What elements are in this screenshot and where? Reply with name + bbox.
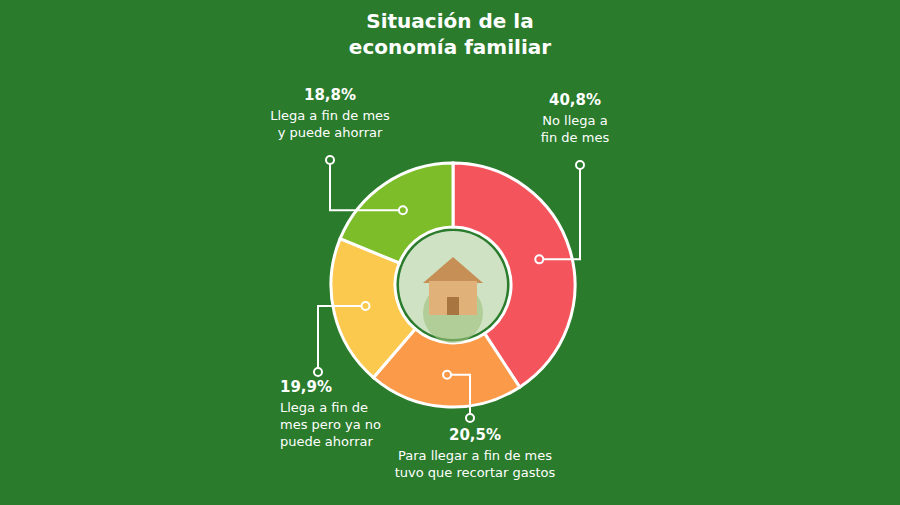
svg-text:18,8%: 18,8%: [304, 86, 356, 104]
svg-text:40,8%: 40,8%: [549, 91, 601, 109]
svg-text:tuvo que recortar gastos: tuvo que recortar gastos: [395, 465, 556, 480]
svg-text:puede ahorrar: puede ahorrar: [280, 434, 373, 449]
svg-text:economía familiar: economía familiar: [349, 35, 551, 59]
svg-text:Situación de la: Situación de la: [366, 9, 533, 33]
svg-text:Llega a fin de: Llega a fin de: [280, 400, 368, 415]
svg-text:Para llegar a fin de mes: Para llegar a fin de mes: [398, 448, 552, 463]
svg-text:fin de mes: fin de mes: [541, 130, 610, 145]
svg-text:No llega a: No llega a: [542, 113, 607, 128]
svg-text:19,9%: 19,9%: [280, 378, 332, 396]
svg-text:y puede ahorrar: y puede ahorrar: [278, 125, 383, 140]
svg-text:20,5%: 20,5%: [449, 426, 501, 444]
svg-text:Llega a fin de mes: Llega a fin de mes: [270, 108, 390, 123]
svg-text:mes pero ya no: mes pero ya no: [280, 417, 381, 432]
